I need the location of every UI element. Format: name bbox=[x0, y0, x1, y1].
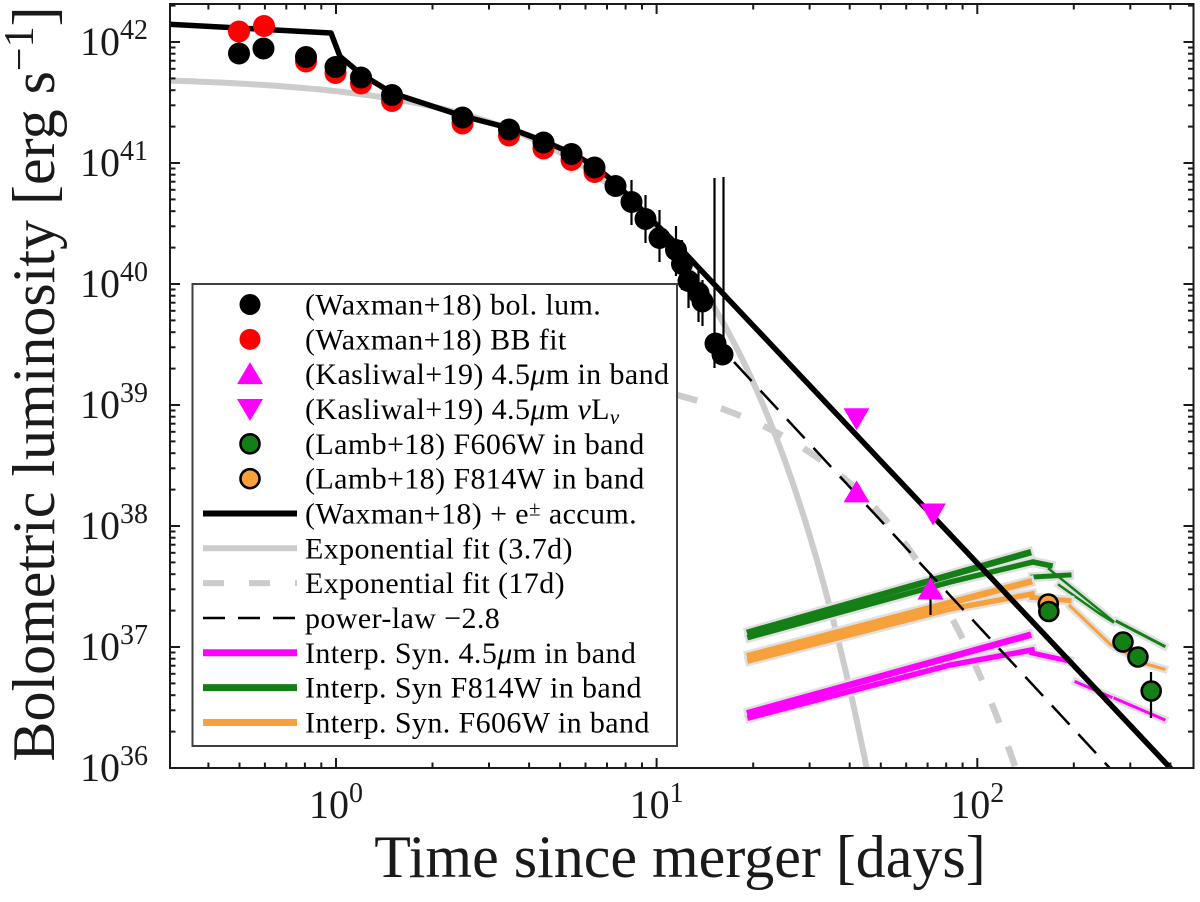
svg-text:(Waxman+18) + e± accum.: (Waxman+18) + e± accum. bbox=[305, 496, 637, 530]
svg-text:(Waxman+18) bol. lum.: (Waxman+18) bol. lum. bbox=[305, 289, 601, 322]
svg-text:Interp. Syn. 4.5μm in band: Interp. Syn. 4.5μm in band bbox=[305, 637, 636, 670]
svg-text:Exponential fit (3.7d): Exponential fit (3.7d) bbox=[305, 532, 573, 565]
svg-text:Time since merger [days]: Time since merger [days] bbox=[374, 824, 986, 890]
svg-text:(Lamb+18) F814W in band: (Lamb+18) F814W in band bbox=[305, 463, 645, 496]
svg-text:(Waxman+18) BB fit: (Waxman+18) BB fit bbox=[305, 323, 567, 356]
svg-text:(Kasliwal+19) 4.5μm in band: (Kasliwal+19) 4.5μm in band bbox=[305, 358, 669, 391]
svg-text:Interp. Syn F814W in band: Interp. Syn F814W in band bbox=[305, 672, 642, 705]
svg-text:Exponential fit (17d): Exponential fit (17d) bbox=[305, 567, 565, 600]
svg-text:Bolometric luminosity [erg s−1: Bolometric luminosity [erg s−1] bbox=[0, 6, 67, 761]
svg-text:Interp. Syn. F606W in band: Interp. Syn. F606W in band bbox=[305, 706, 650, 739]
svg-text:power-law −2.8: power-law −2.8 bbox=[305, 602, 500, 635]
svg-text:(Kasliwal+19) 4.5μm νLν: (Kasliwal+19) 4.5μm νLν bbox=[305, 393, 620, 429]
svg-text:(Lamb+18) F606W in band: (Lamb+18) F606W in band bbox=[305, 428, 645, 461]
